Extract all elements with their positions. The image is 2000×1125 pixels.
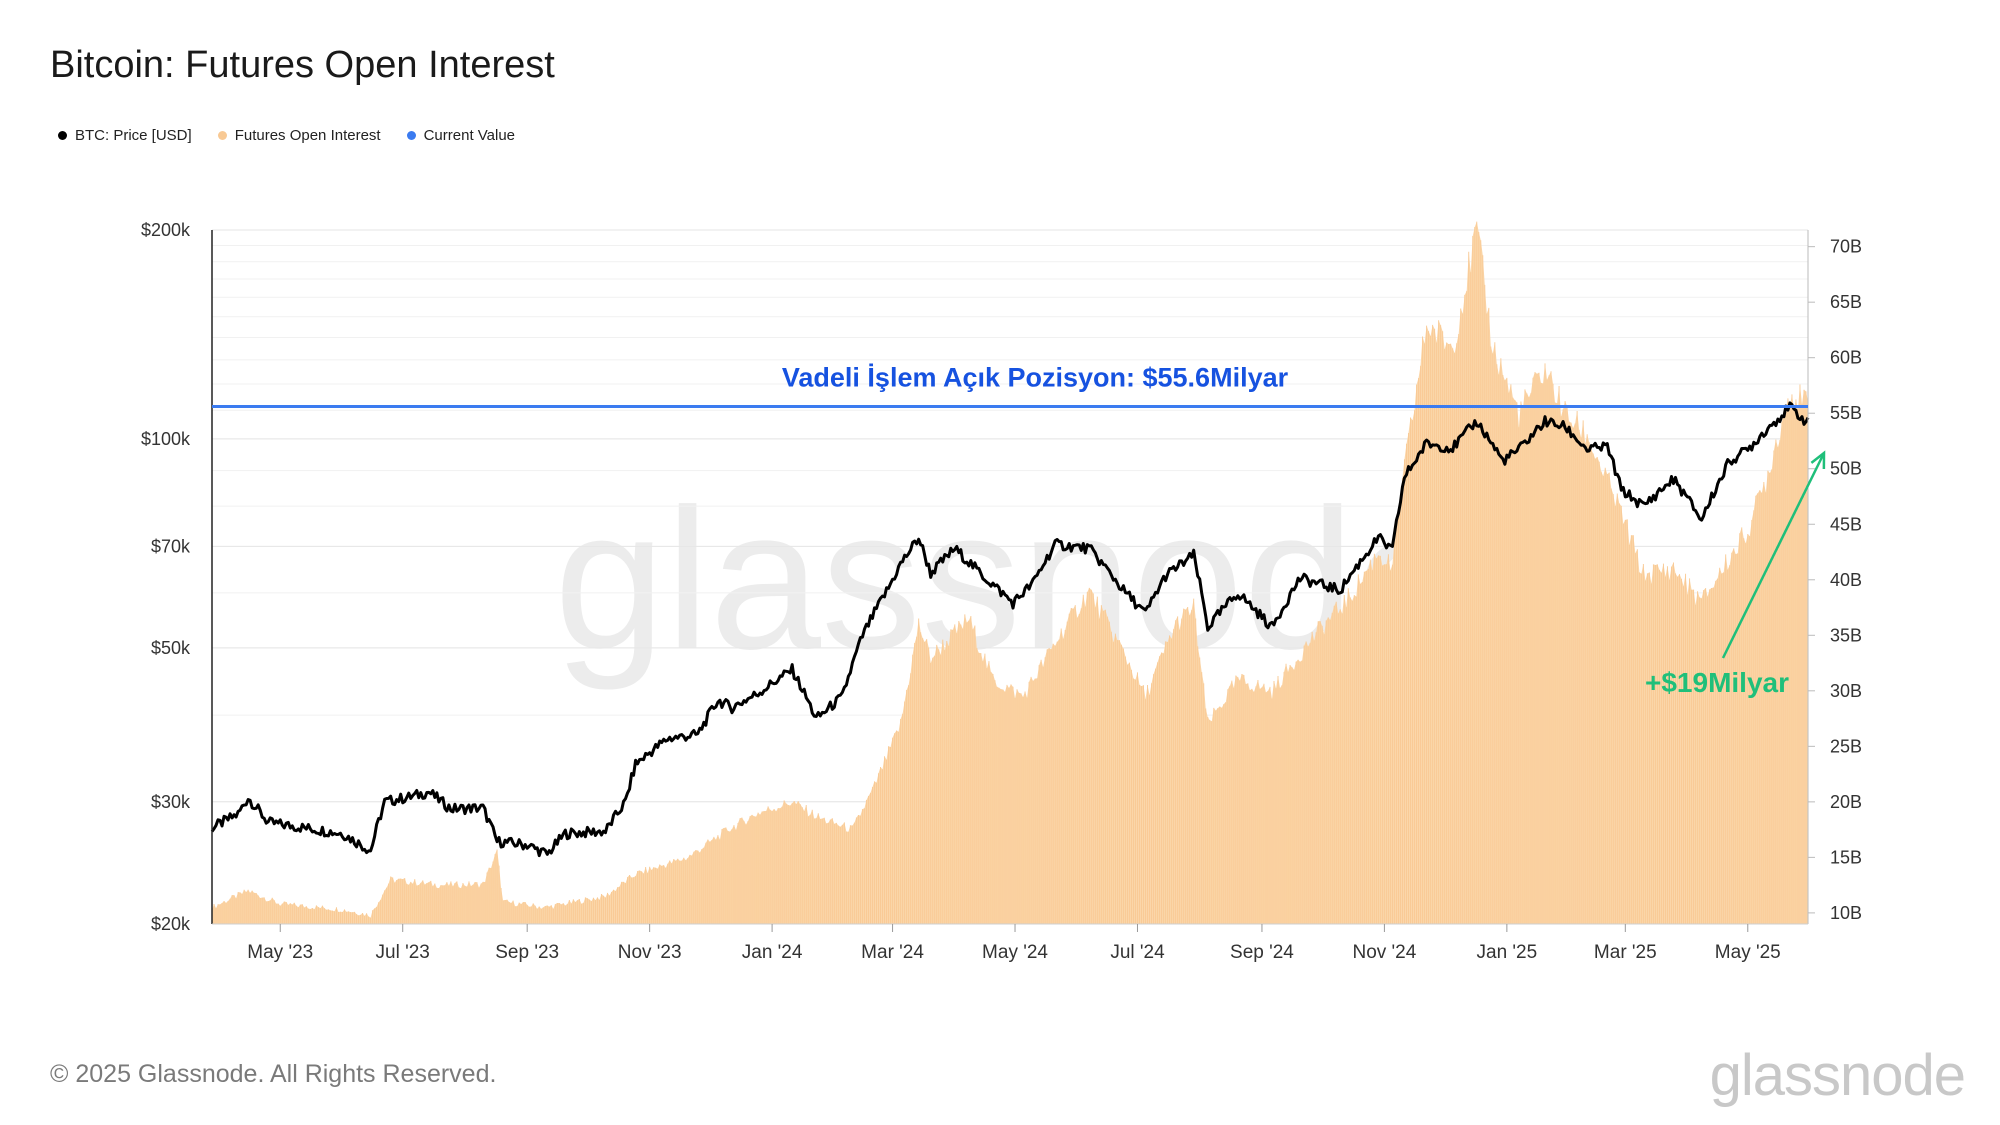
legend-item-current-value[interactable]: Current Value [406,127,516,144]
y-left-tick-label: $20k [151,914,191,934]
y-right-tick-label: 65B [1830,292,1862,312]
x-tick-label: Jan '24 [742,942,803,963]
y-left-tick-label: $30k [151,792,191,812]
y-right-tick-label: 60B [1830,348,1862,368]
legend-dot-current-value [406,131,416,140]
x-tick-label: Jul '24 [1110,942,1165,963]
x-tick-label: Sep '23 [495,942,559,963]
growth-label: +$19Milyar [1645,667,1789,698]
y-right-tick-label: 70B [1830,237,1862,257]
y-left-tick-label: $70k [151,536,191,556]
y-right-tick-label: 30B [1830,681,1862,701]
legend-label-price: BTC: Price [USD] [75,127,192,144]
x-tick-label: Nov '23 [618,942,682,963]
y-right-tick-label: 15B [1830,847,1862,867]
y-right-tick-label: 55B [1830,403,1862,423]
y-right-tick-label: 35B [1830,625,1862,645]
legend-dot-open-interest [217,131,227,140]
copyright-footer: © 2025 Glassnode. All Rights Reserved. [50,1060,497,1088]
y-right-tick-label: 45B [1830,514,1862,534]
x-tick-label: Mar '25 [1594,942,1657,963]
btc-price-line [210,401,1810,858]
legend-dot-price [58,131,67,140]
y-right-tick-label: 40B [1830,570,1862,590]
chart-title: Bitcoin: Futures Open Interest [50,44,555,86]
legend-label-open-interest: Futures Open Interest [234,127,381,144]
x-tick-label: Nov '24 [1352,942,1416,963]
x-tick-label: May '24 [982,942,1048,963]
glassnode-logo: glassnode [1709,1043,1966,1108]
legend: BTC: Price [USD] Futures Open Interest C… [58,127,515,144]
x-tick-label: May '23 [247,942,313,963]
y-left-tick-label: $100k [141,429,191,449]
growth-arrow-head [1810,450,1826,470]
y-right-tick-label: 25B [1830,736,1862,756]
x-tick-label: May '25 [1715,942,1781,963]
x-tick-label: Jul '23 [376,942,430,963]
y-right-tick-label: 10B [1830,903,1862,923]
growth-arrow-line [1721,452,1826,659]
x-tick-label: Jan '25 [1477,942,1538,963]
y-left-tick-label: $200k [141,220,191,240]
y-right-tick-label: 20B [1830,792,1862,812]
x-tick-label: Sep '24 [1230,942,1294,963]
legend-item-open-interest[interactable]: Futures Open Interest [217,127,381,144]
legend-item-price[interactable]: BTC: Price [USD] [58,127,192,144]
y-left-tick-label: $50k [151,638,191,658]
y-right-tick-label: 50B [1830,459,1862,479]
current-value-label: Vadeli İşlem Açık Pozisyon: $55.6Milyar [782,363,1289,393]
x-tick-label: Mar '24 [861,942,924,963]
legend-label-current-value: Current Value [423,127,516,144]
